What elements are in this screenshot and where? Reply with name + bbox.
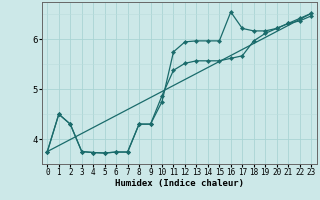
X-axis label: Humidex (Indice chaleur): Humidex (Indice chaleur) <box>115 179 244 188</box>
